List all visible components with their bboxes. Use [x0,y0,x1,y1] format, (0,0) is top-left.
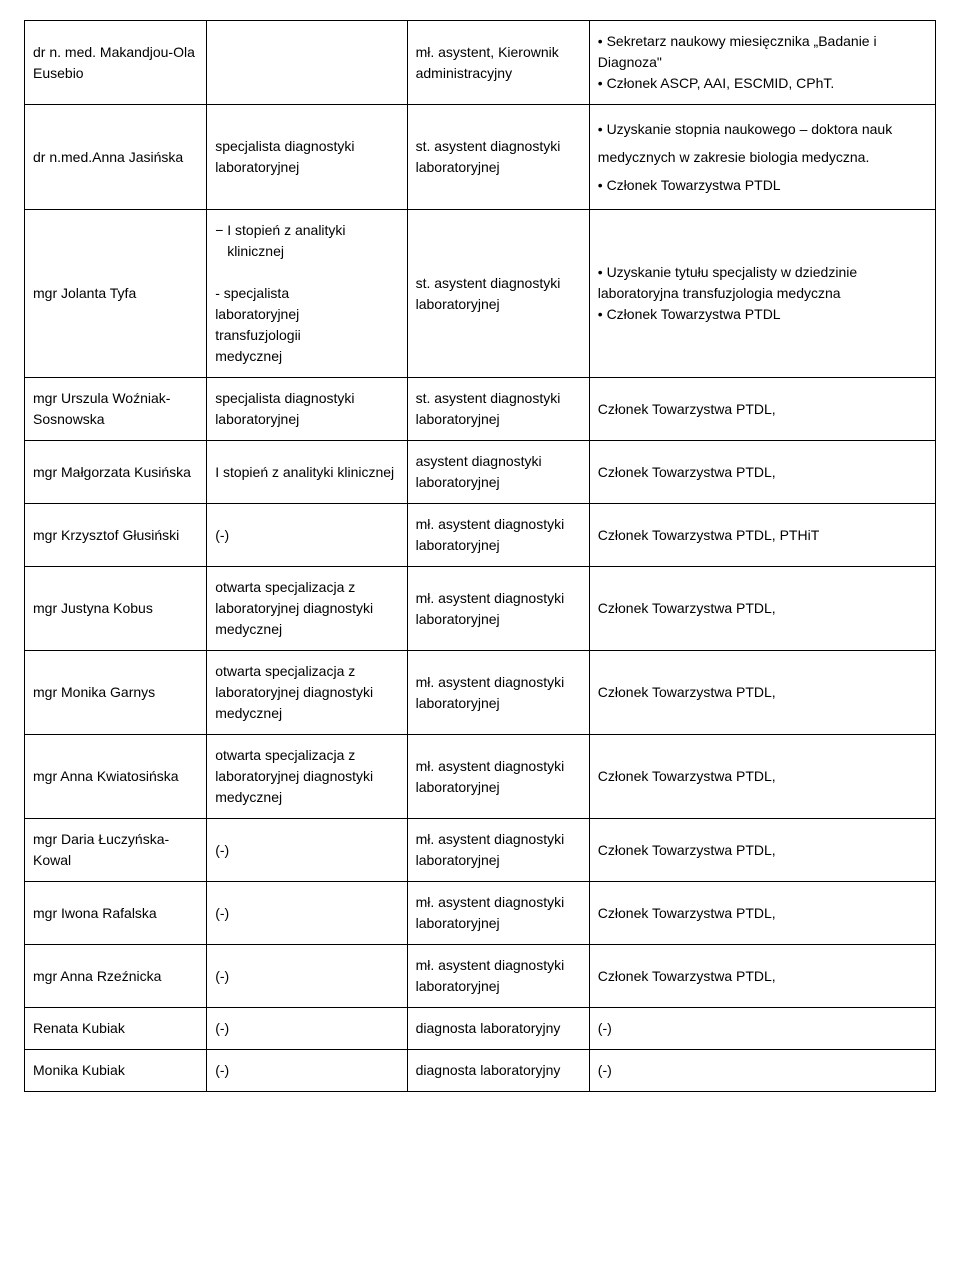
staff-table: dr n. med. Makandjou-Ola Eusebio mł. asys… [24,20,936,1092]
cell-name: mgr Krzysztof Głusiński [25,504,207,567]
cell-name: dr n. med. Makandjou-Ola Eusebio [25,21,207,105]
cell-specialization: (-) [207,945,407,1008]
cell-position: mł. asystent diagnostyki laboratoryjnej [407,945,589,1008]
cell-position: mł. asystent diagnostyki laboratoryjnej [407,735,589,819]
table-row: dr n.med.Anna Jasińskaspecjalista diagno… [25,105,936,210]
cell-notes: Członek Towarzystwa PTDL, PTHiT [589,504,935,567]
staff-table-body: dr n. med. Makandjou-Ola Eusebio mł. asys… [25,21,936,1092]
cell-position: diagnosta laboratoryjny [407,1050,589,1092]
cell-specialization: specjalista diagnostyki laboratoryjnej [207,378,407,441]
cell-position: asystent diagnostyki laboratoryjnej [407,441,589,504]
cell-position: st. asystent diagnostyki laboratoryjnej [407,378,589,441]
cell-position: mł. asystent diagnostyki laboratoryjnej [407,819,589,882]
cell-name: Renata Kubiak [25,1008,207,1050]
cell-specialization: (-) [207,1008,407,1050]
cell-notes: • Uzyskanie tytułu specjalisty w dziedzi… [589,210,935,378]
cell-notes: Członek Towarzystwa PTDL, [589,735,935,819]
cell-specialization: specjalista diagnostyki laboratoryjnej [207,105,407,210]
cell-notes: • Sekretarz naukowy miesięcznika „Badani… [589,21,935,105]
cell-line: klinicznej [215,241,398,262]
table-row: mgr Anna Rzeźnicka(-)mł. asystent diagno… [25,945,936,1008]
cell-position: mł. asystent diagnostyki laboratoryjnej [407,504,589,567]
table-row: dr n. med. Makandjou-Ola Eusebio mł. asys… [25,21,936,105]
cell-name: mgr Daria Łuczyńska-Kowal [25,819,207,882]
cell-notes: Członek Towarzystwa PTDL, [589,819,935,882]
cell-name: mgr Monika Garnys [25,651,207,735]
cell-name: mgr Anna Rzeźnicka [25,945,207,1008]
table-row: mgr Monika Garnysotwarta specjalizacja z… [25,651,936,735]
cell-position: mł. asystent, Kierownik administracyjny [407,21,589,105]
table-row: mgr Jolanta Tyfa− I stopień z analitykik… [25,210,936,378]
table-row: mgr Anna Kwiatosińskaotwarta specjalizac… [25,735,936,819]
cell-specialization: I stopień z analityki klinicznej [207,441,407,504]
cell-name: mgr Anna Kwiatosińska [25,735,207,819]
cell-position: st. asystent diagnostyki laboratoryjnej [407,105,589,210]
cell-name: mgr Iwona Rafalska [25,882,207,945]
cell-position: st. asystent diagnostyki laboratoryjnej [407,210,589,378]
cell-specialization: otwarta specjalizacja z laboratoryjnej d… [207,567,407,651]
cell-specialization: (-) [207,819,407,882]
cell-name: mgr Jolanta Tyfa [25,210,207,378]
table-row: mgr Daria Łuczyńska-Kowal(-)mł. asystent… [25,819,936,882]
cell-name: Monika Kubiak [25,1050,207,1092]
table-row: mgr Krzysztof Głusiński(-)mł. asystent d… [25,504,936,567]
cell-specialization: (-) [207,882,407,945]
cell-notes: Członek Towarzystwa PTDL, [589,651,935,735]
table-row: mgr Justyna Kobusotwarta specjalizacja z… [25,567,936,651]
cell-line [215,262,398,283]
cell-notes: Członek Towarzystwa PTDL, [589,378,935,441]
cell-specialization: otwarta specjalizacja z laboratoryjnej d… [207,651,407,735]
cell-position: mł. asystent diagnostyki laboratoryjnej [407,651,589,735]
cell-specialization: − I stopień z analitykiklinicznej - spec… [207,210,407,378]
table-row: mgr Urszula Woźniak-Sosnowskaspecjalista… [25,378,936,441]
cell-position: mł. asystent diagnostyki laboratoryjnej [407,567,589,651]
table-row: Monika Kubiak(-)diagnosta laboratoryjny(… [25,1050,936,1092]
cell-line: − I stopień z analityki [215,220,398,241]
cell-notes: Członek Towarzystwa PTDL, [589,882,935,945]
cell-line: - specjalista [215,283,398,304]
cell-line: medycznej [215,346,398,367]
cell-specialization: otwarta specjalizacja z laboratoryjnej d… [207,735,407,819]
cell-name: mgr Urszula Woźniak-Sosnowska [25,378,207,441]
cell-name: dr n.med.Anna Jasińska [25,105,207,210]
cell-specialization: (-) [207,504,407,567]
table-row: mgr Iwona Rafalska(-)mł. asystent diagno… [25,882,936,945]
cell-specialization [207,21,407,105]
cell-position: diagnosta laboratoryjny [407,1008,589,1050]
cell-notes: • Uzyskanie stopnia naukowego – doktora … [589,105,935,210]
cell-notes: (-) [589,1050,935,1092]
cell-name: mgr Justyna Kobus [25,567,207,651]
cell-name: mgr Małgorzata Kusińska [25,441,207,504]
cell-position: mł. asystent diagnostyki laboratoryjnej [407,882,589,945]
table-row: Renata Kubiak(-)diagnosta laboratoryjny(… [25,1008,936,1050]
cell-line: transfuzjologii [215,325,398,346]
cell-specialization: (-) [207,1050,407,1092]
cell-notes: Członek Towarzystwa PTDL, [589,441,935,504]
table-row: mgr Małgorzata KusińskaI stopień z anali… [25,441,936,504]
cell-notes: Członek Towarzystwa PTDL, [589,567,935,651]
cell-line: laboratoryjnej [215,304,398,325]
cell-notes: (-) [589,1008,935,1050]
cell-notes: Członek Towarzystwa PTDL, [589,945,935,1008]
